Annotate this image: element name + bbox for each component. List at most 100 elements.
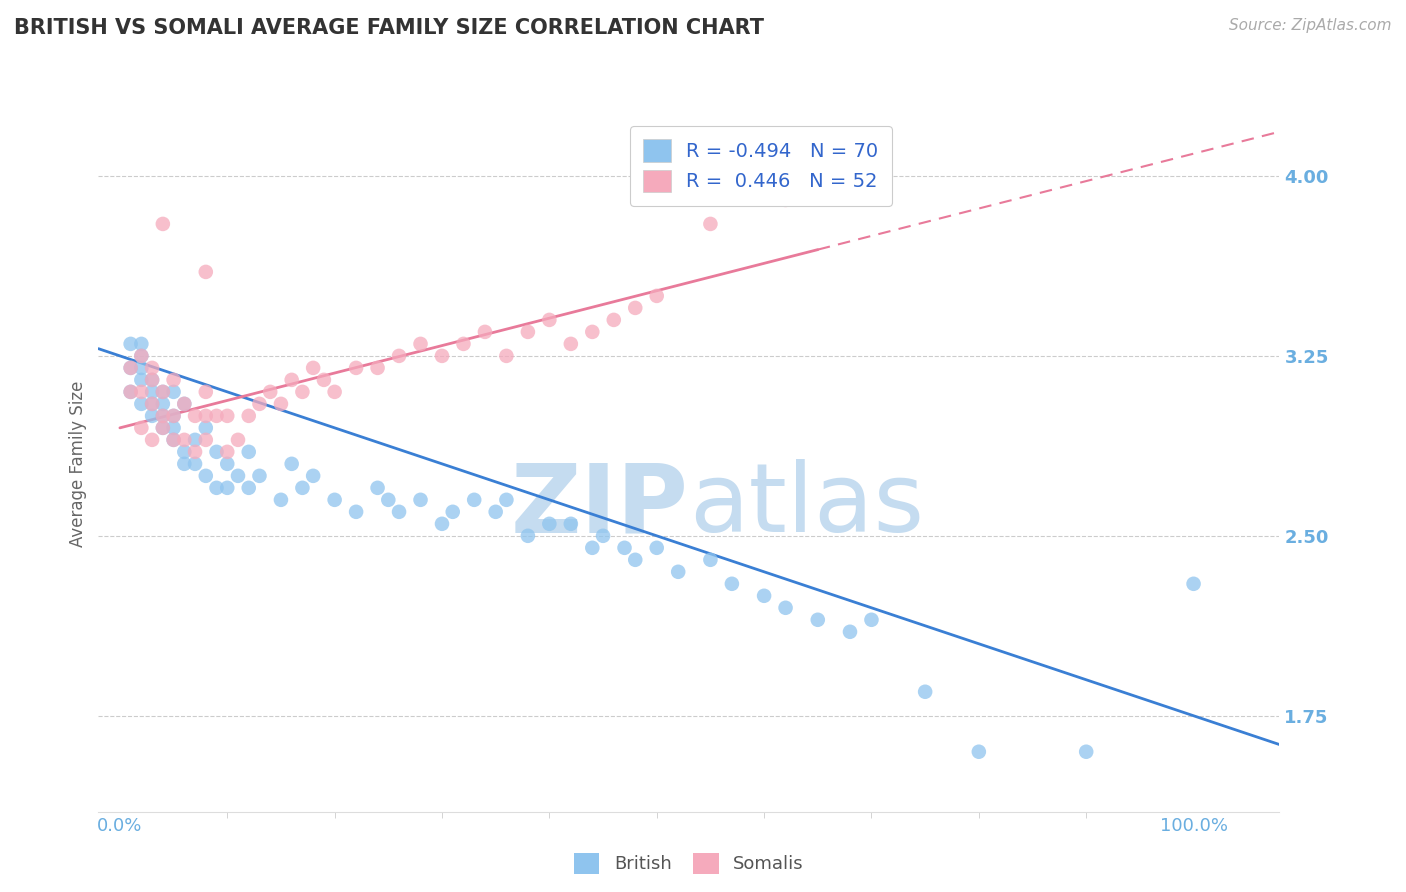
Point: [453, 337, 475, 351]
Point: [624, 301, 647, 315]
Point: [141, 373, 163, 387]
Point: [120, 360, 142, 375]
Point: [238, 481, 260, 495]
Point: [291, 481, 314, 495]
Point: [120, 360, 142, 375]
Point: [205, 445, 228, 459]
Point: [131, 349, 153, 363]
Legend: British, Somalis: British, Somalis: [565, 844, 813, 883]
Point: [516, 325, 538, 339]
Point: [516, 529, 538, 543]
Point: [312, 373, 335, 387]
Point: [344, 505, 367, 519]
Point: [367, 360, 389, 375]
Point: [141, 433, 163, 447]
Point: [184, 433, 207, 447]
Point: [1182, 576, 1205, 591]
Point: [538, 516, 561, 531]
Point: [699, 553, 721, 567]
Point: [152, 397, 174, 411]
Point: [131, 384, 153, 399]
Point: [131, 421, 153, 435]
Point: [173, 397, 195, 411]
Text: Source: ZipAtlas.com: Source: ZipAtlas.com: [1229, 18, 1392, 33]
Point: [291, 384, 314, 399]
Point: [775, 600, 797, 615]
Point: [131, 360, 153, 375]
Text: BRITISH VS SOMALI AVERAGE FAMILY SIZE CORRELATION CHART: BRITISH VS SOMALI AVERAGE FAMILY SIZE CO…: [14, 18, 763, 37]
Point: [152, 421, 174, 435]
Point: [184, 445, 207, 459]
Point: [238, 445, 260, 459]
Point: [205, 481, 228, 495]
Point: [430, 349, 453, 363]
Point: [624, 553, 647, 567]
Point: [388, 505, 411, 519]
Point: [194, 433, 217, 447]
Point: [538, 313, 561, 327]
Point: [205, 409, 228, 423]
Point: [344, 360, 367, 375]
Point: [184, 457, 207, 471]
Point: [721, 576, 744, 591]
Point: [173, 433, 195, 447]
Y-axis label: Average Family Size: Average Family Size: [69, 381, 87, 547]
Point: [581, 325, 603, 339]
Point: [152, 217, 174, 231]
Point: [495, 349, 517, 363]
Point: [377, 492, 399, 507]
Point: [645, 541, 668, 555]
Point: [226, 433, 249, 447]
Point: [131, 337, 153, 351]
Point: [141, 397, 163, 411]
Point: [120, 337, 142, 351]
Point: [173, 397, 195, 411]
Point: [441, 505, 464, 519]
Point: [238, 409, 260, 423]
Point: [914, 685, 936, 699]
Point: [217, 481, 239, 495]
Point: [249, 468, 271, 483]
Point: [409, 492, 432, 507]
Point: [120, 384, 142, 399]
Point: [173, 445, 195, 459]
Point: [226, 468, 249, 483]
Point: [141, 397, 163, 411]
Point: [592, 529, 614, 543]
Point: [152, 409, 174, 423]
Point: [409, 337, 432, 351]
Point: [141, 409, 163, 423]
Point: [131, 397, 153, 411]
Point: [162, 409, 184, 423]
Point: [270, 492, 292, 507]
Point: [860, 613, 883, 627]
Point: [280, 457, 302, 471]
Point: [194, 265, 217, 279]
Point: [323, 384, 346, 399]
Point: [152, 421, 174, 435]
Text: ZIP: ZIP: [510, 459, 689, 552]
Point: [162, 384, 184, 399]
Point: [152, 384, 174, 399]
Point: [162, 433, 184, 447]
Point: [280, 373, 302, 387]
Point: [131, 349, 153, 363]
Point: [430, 516, 453, 531]
Point: [495, 492, 517, 507]
Point: [194, 468, 217, 483]
Point: [302, 468, 325, 483]
Point: [388, 349, 411, 363]
Point: [560, 337, 582, 351]
Point: [463, 492, 485, 507]
Point: [485, 505, 508, 519]
Point: [270, 397, 292, 411]
Point: [162, 373, 184, 387]
Point: [217, 445, 239, 459]
Point: [217, 409, 239, 423]
Point: [1076, 745, 1098, 759]
Point: [645, 289, 668, 303]
Point: [839, 624, 862, 639]
Point: [807, 613, 830, 627]
Point: [603, 313, 626, 327]
Point: [474, 325, 496, 339]
